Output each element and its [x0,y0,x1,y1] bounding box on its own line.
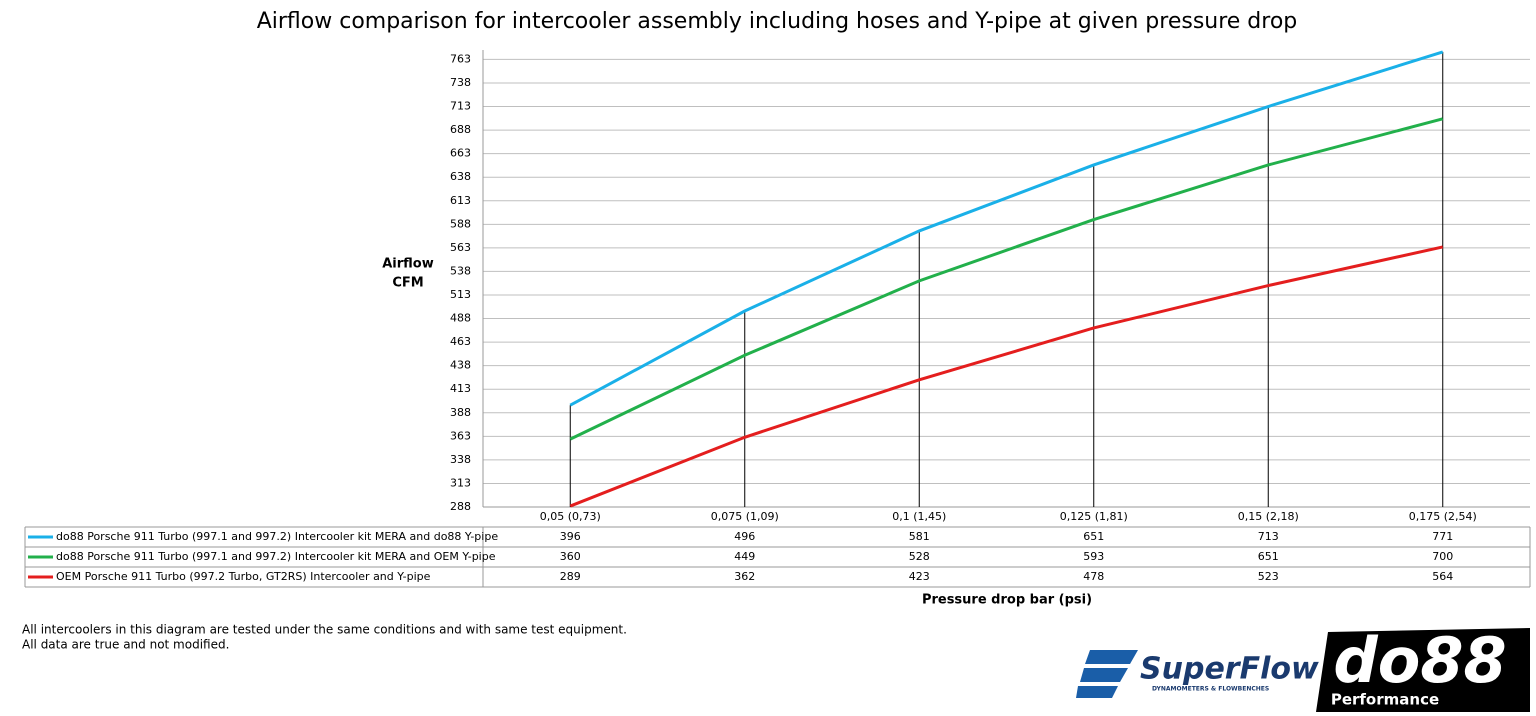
y-tick-label: 488 [450,312,471,325]
table-value: 478 [1083,570,1104,583]
y-tick-label: 663 [450,147,471,160]
chart-title: Airflow comparison for intercooler assem… [257,9,1298,34]
logo-shape [1076,650,1138,698]
y-tick-label: 413 [450,382,471,395]
x-tick-label: 0,15 (2,18) [1238,510,1299,523]
logo-text: Performance [1331,691,1439,709]
table-value: 771 [1432,530,1453,543]
y-tick-label: 688 [450,123,471,136]
y-tick-label: 363 [450,429,471,442]
note: All data are true and not modified. [22,638,229,652]
table-value: 496 [734,530,755,543]
y-tick-label: 288 [450,500,471,513]
legend-label: do88 Porsche 911 Turbo (997.1 and 997.2)… [56,550,496,563]
table-value: 289 [560,570,581,583]
legend-label: do88 Porsche 911 Turbo (997.1 and 997.2)… [56,530,498,543]
y-tick-label: 563 [450,241,471,254]
table-value: 593 [1083,550,1104,563]
y-tick-label: 738 [450,76,471,89]
x-tick-label: 0,125 (1,81) [1060,510,1128,523]
x-tick-label: 0,175 (2,54) [1409,510,1477,523]
y-tick-label: 613 [450,194,471,207]
legend-label: OEM Porsche 911 Turbo (997.2 Turbo, GT2R… [56,570,431,583]
y-tick-label: 313 [450,476,471,489]
series-line [569,245,1444,508]
table-value: 581 [909,530,930,543]
y-tick-label: 438 [450,359,471,372]
logo-text: DYNAMOMETERS & FLOWBENCHES [1152,686,1269,693]
table-value: 713 [1258,530,1279,543]
table-value: 360 [560,550,581,563]
logo-text: do88 [1333,624,1506,697]
table-value: 523 [1258,570,1279,583]
y-tick-label: 588 [450,217,471,230]
note: All intercoolers in this diagram are tes… [22,623,627,637]
logo-text: SuperFlow [1140,652,1319,687]
x-axis-title: Pressure drop bar (psi) [922,593,1092,608]
y-tick-label: 388 [450,406,471,419]
series-line [569,50,1444,407]
logo-shape [1316,628,1530,712]
table-value: 449 [734,550,755,563]
table-value: 423 [909,570,930,583]
y-axis-title: CFM [392,276,423,291]
series-line [569,117,1444,441]
y-tick-label: 513 [450,288,471,301]
y-tick-label: 763 [450,52,471,65]
y-tick-label: 713 [450,100,471,113]
table-value: 396 [560,530,581,543]
table-value: 564 [1432,570,1453,583]
x-tick-label: 0,075 (1,09) [711,510,779,523]
x-tick-label: 0,1 (1,45) [892,510,946,523]
y-axis-title: Airflow [382,257,434,272]
table-value: 651 [1083,530,1104,543]
table-value: 528 [909,550,930,563]
y-tick-label: 463 [450,335,471,348]
do88-logo: do88 Performance [1316,624,1530,712]
table-value: 700 [1432,550,1453,563]
table-value: 362 [734,570,755,583]
x-tick-label: 0,05 (0,73) [540,510,601,523]
y-tick-label: 538 [450,264,471,277]
y-tick-label: 638 [450,170,471,183]
superflow-logo: SuperFlow DYNAMOMETERS & FLOWBENCHES [1076,650,1319,698]
table-value: 651 [1258,550,1279,563]
y-tick-label: 338 [450,453,471,466]
